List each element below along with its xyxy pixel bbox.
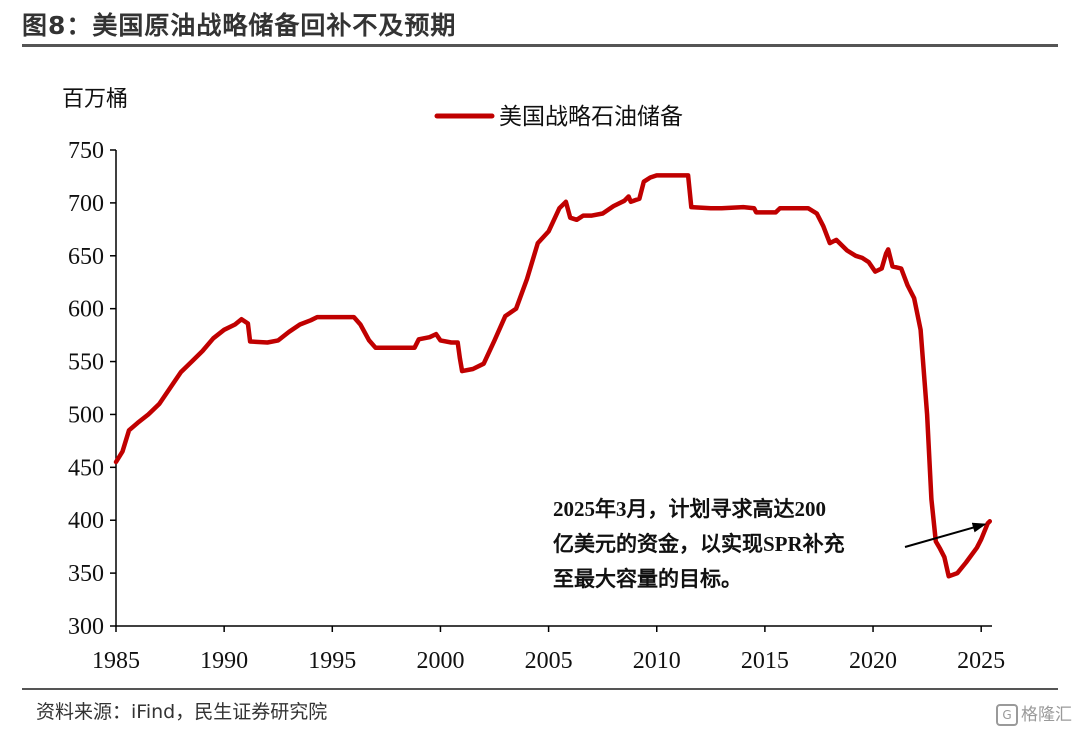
x-tick-label: 2005: [525, 648, 573, 674]
y-tick-label: 500: [68, 402, 104, 428]
annotation-line-1: 2025年3月，计划寻求高达200: [553, 497, 826, 521]
y-tick-label: 350: [68, 561, 104, 587]
x-tick-label: 2010: [633, 648, 681, 674]
y-axis-unit: 百万桶: [62, 87, 128, 112]
annotation-arrow: [904, 522, 987, 548]
x-tick-label: 2000: [416, 648, 464, 674]
y-tick-label: 450: [68, 455, 104, 481]
y-tick-label: 300: [68, 614, 104, 640]
x-tick-label: 2015: [741, 648, 789, 674]
x-tick-label: 2025: [957, 648, 1005, 674]
y-tick-label: 600: [68, 297, 104, 323]
annotation-line-3: 至最大容量的目标。: [553, 567, 742, 591]
title-divider: [22, 44, 1058, 47]
figure-title: 图8：美国原油战略储备回补不及预期: [22, 11, 457, 40]
source-note: 资料来源：iFind，民生证券研究院: [36, 701, 328, 723]
legend-label: 美国战略石油储备: [499, 104, 683, 130]
watermark-text: 格隆汇: [1021, 705, 1072, 725]
series-line: [113, 173, 993, 579]
annotation-line-2: 亿美元的资金，以实现SPR补充: [553, 532, 845, 556]
x-tick-label: 1985: [92, 648, 140, 674]
watermark: G 格隆汇: [996, 700, 1072, 726]
y-tick-label: 400: [68, 508, 104, 534]
watermark-logo-icon: G: [996, 704, 1018, 726]
x-tick-label: 1990: [200, 648, 248, 674]
y-tick-label: 750: [68, 138, 104, 164]
footer-divider: [22, 688, 1058, 690]
x-tick-label: 2020: [849, 648, 897, 674]
y-tick-label: 700: [68, 191, 104, 217]
y-tick-label: 650: [68, 244, 104, 270]
x-tick-label: 1995: [308, 648, 356, 674]
y-tick-label: 550: [68, 350, 104, 376]
